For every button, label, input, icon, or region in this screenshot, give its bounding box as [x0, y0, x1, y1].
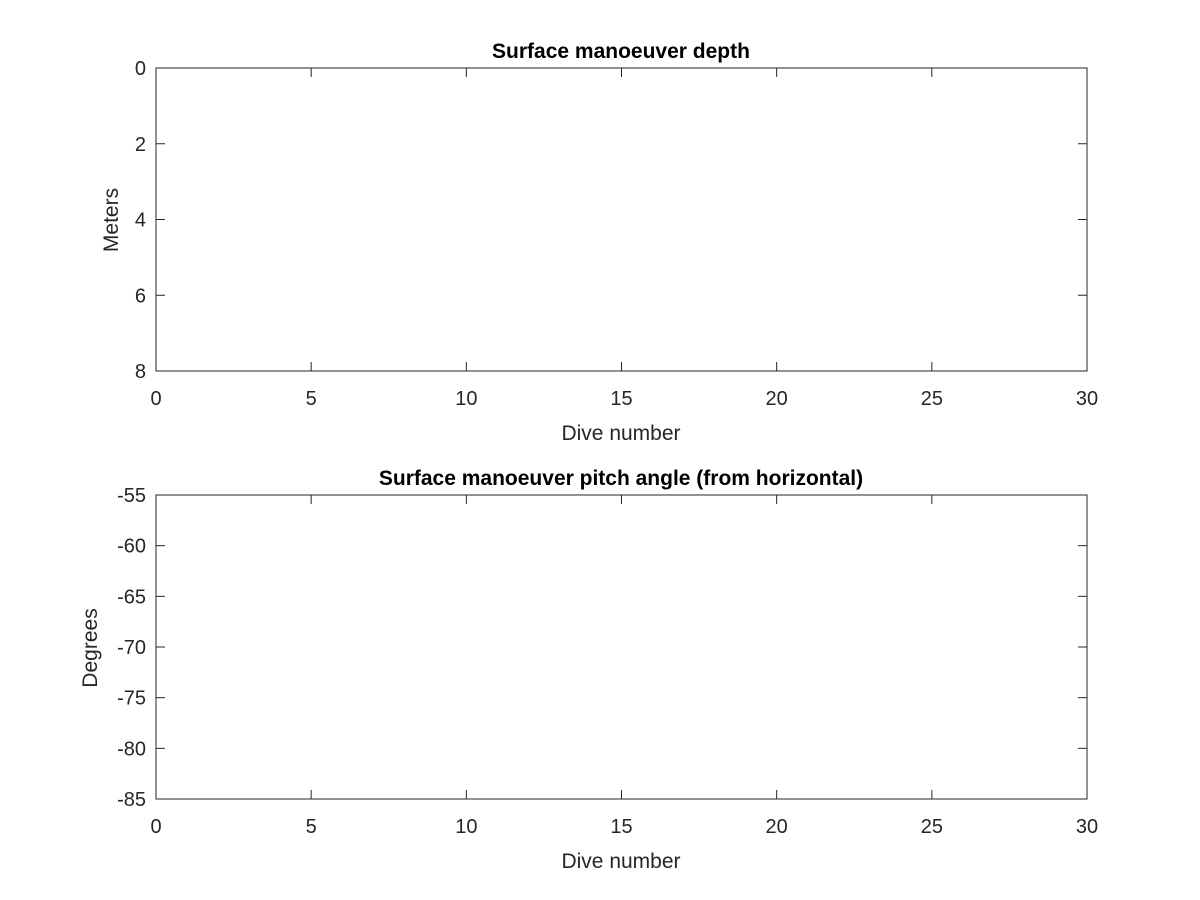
- x-tick-label: 0: [150, 816, 161, 838]
- x-tick-label: 15: [610, 816, 632, 838]
- axes-box: [155, 67, 1088, 372]
- x-axis-label: Dive number: [561, 422, 680, 445]
- y-tick-label: -80: [117, 738, 146, 760]
- x-tick-label: 20: [766, 816, 788, 838]
- pitch-angle-chart: 0 5 10 15 20 25 30 -55 -60 -65 -70 -75 -80 -85 Surfac…: [79, 467, 1098, 873]
- y-tick-label: 4: [135, 210, 146, 232]
- x-tick-label: 10: [455, 388, 477, 410]
- x-tick-label: 25: [921, 816, 943, 838]
- x-tick-label: 5: [306, 388, 317, 410]
- y-tick-label: -70: [117, 637, 146, 659]
- x-tick-label: 30: [1076, 388, 1098, 410]
- x-tick-label: 25: [921, 388, 943, 410]
- x-tick-label: 10: [455, 816, 477, 838]
- y-tick-label: 8: [135, 361, 146, 383]
- x-tick-label: 0: [150, 388, 161, 410]
- y-axis-label: Meters: [100, 188, 123, 252]
- x-axis-label: Dive number: [561, 850, 680, 873]
- x-tick-label: 5: [306, 816, 317, 838]
- y-tick-label: -60: [117, 536, 146, 558]
- plot-area: 0 5 10 15 20 25 30 0 2 4 6 8: [135, 58, 1098, 410]
- x-tick-label: 20: [766, 388, 788, 410]
- y-tick-label: -85: [117, 789, 146, 811]
- y-tick-label: 0: [135, 58, 146, 80]
- depth-chart: 0 5 10 15 20 25 30 0 2 4 6 8 Surface manoeuver dept…: [100, 40, 1098, 445]
- y-tick-label: 2: [135, 134, 146, 156]
- x-tick-label: 15: [610, 388, 632, 410]
- y-tick-label: 6: [135, 285, 146, 307]
- y-tick-label: -75: [117, 688, 146, 710]
- y-tick-label: -55: [117, 485, 146, 507]
- chart-title: Surface manoeuver pitch angle (from hori…: [379, 467, 863, 490]
- y-axis-label: Degrees: [79, 608, 102, 687]
- chart-title: Surface manoeuver depth: [492, 40, 750, 63]
- plot-area: 0 5 10 15 20 25 30 -55 -60 -65 -70 -75 -80 -85: [117, 485, 1098, 838]
- y-tick-label: -65: [117, 586, 146, 608]
- axes-box: [155, 494, 1088, 800]
- x-tick-label: 30: [1076, 816, 1098, 838]
